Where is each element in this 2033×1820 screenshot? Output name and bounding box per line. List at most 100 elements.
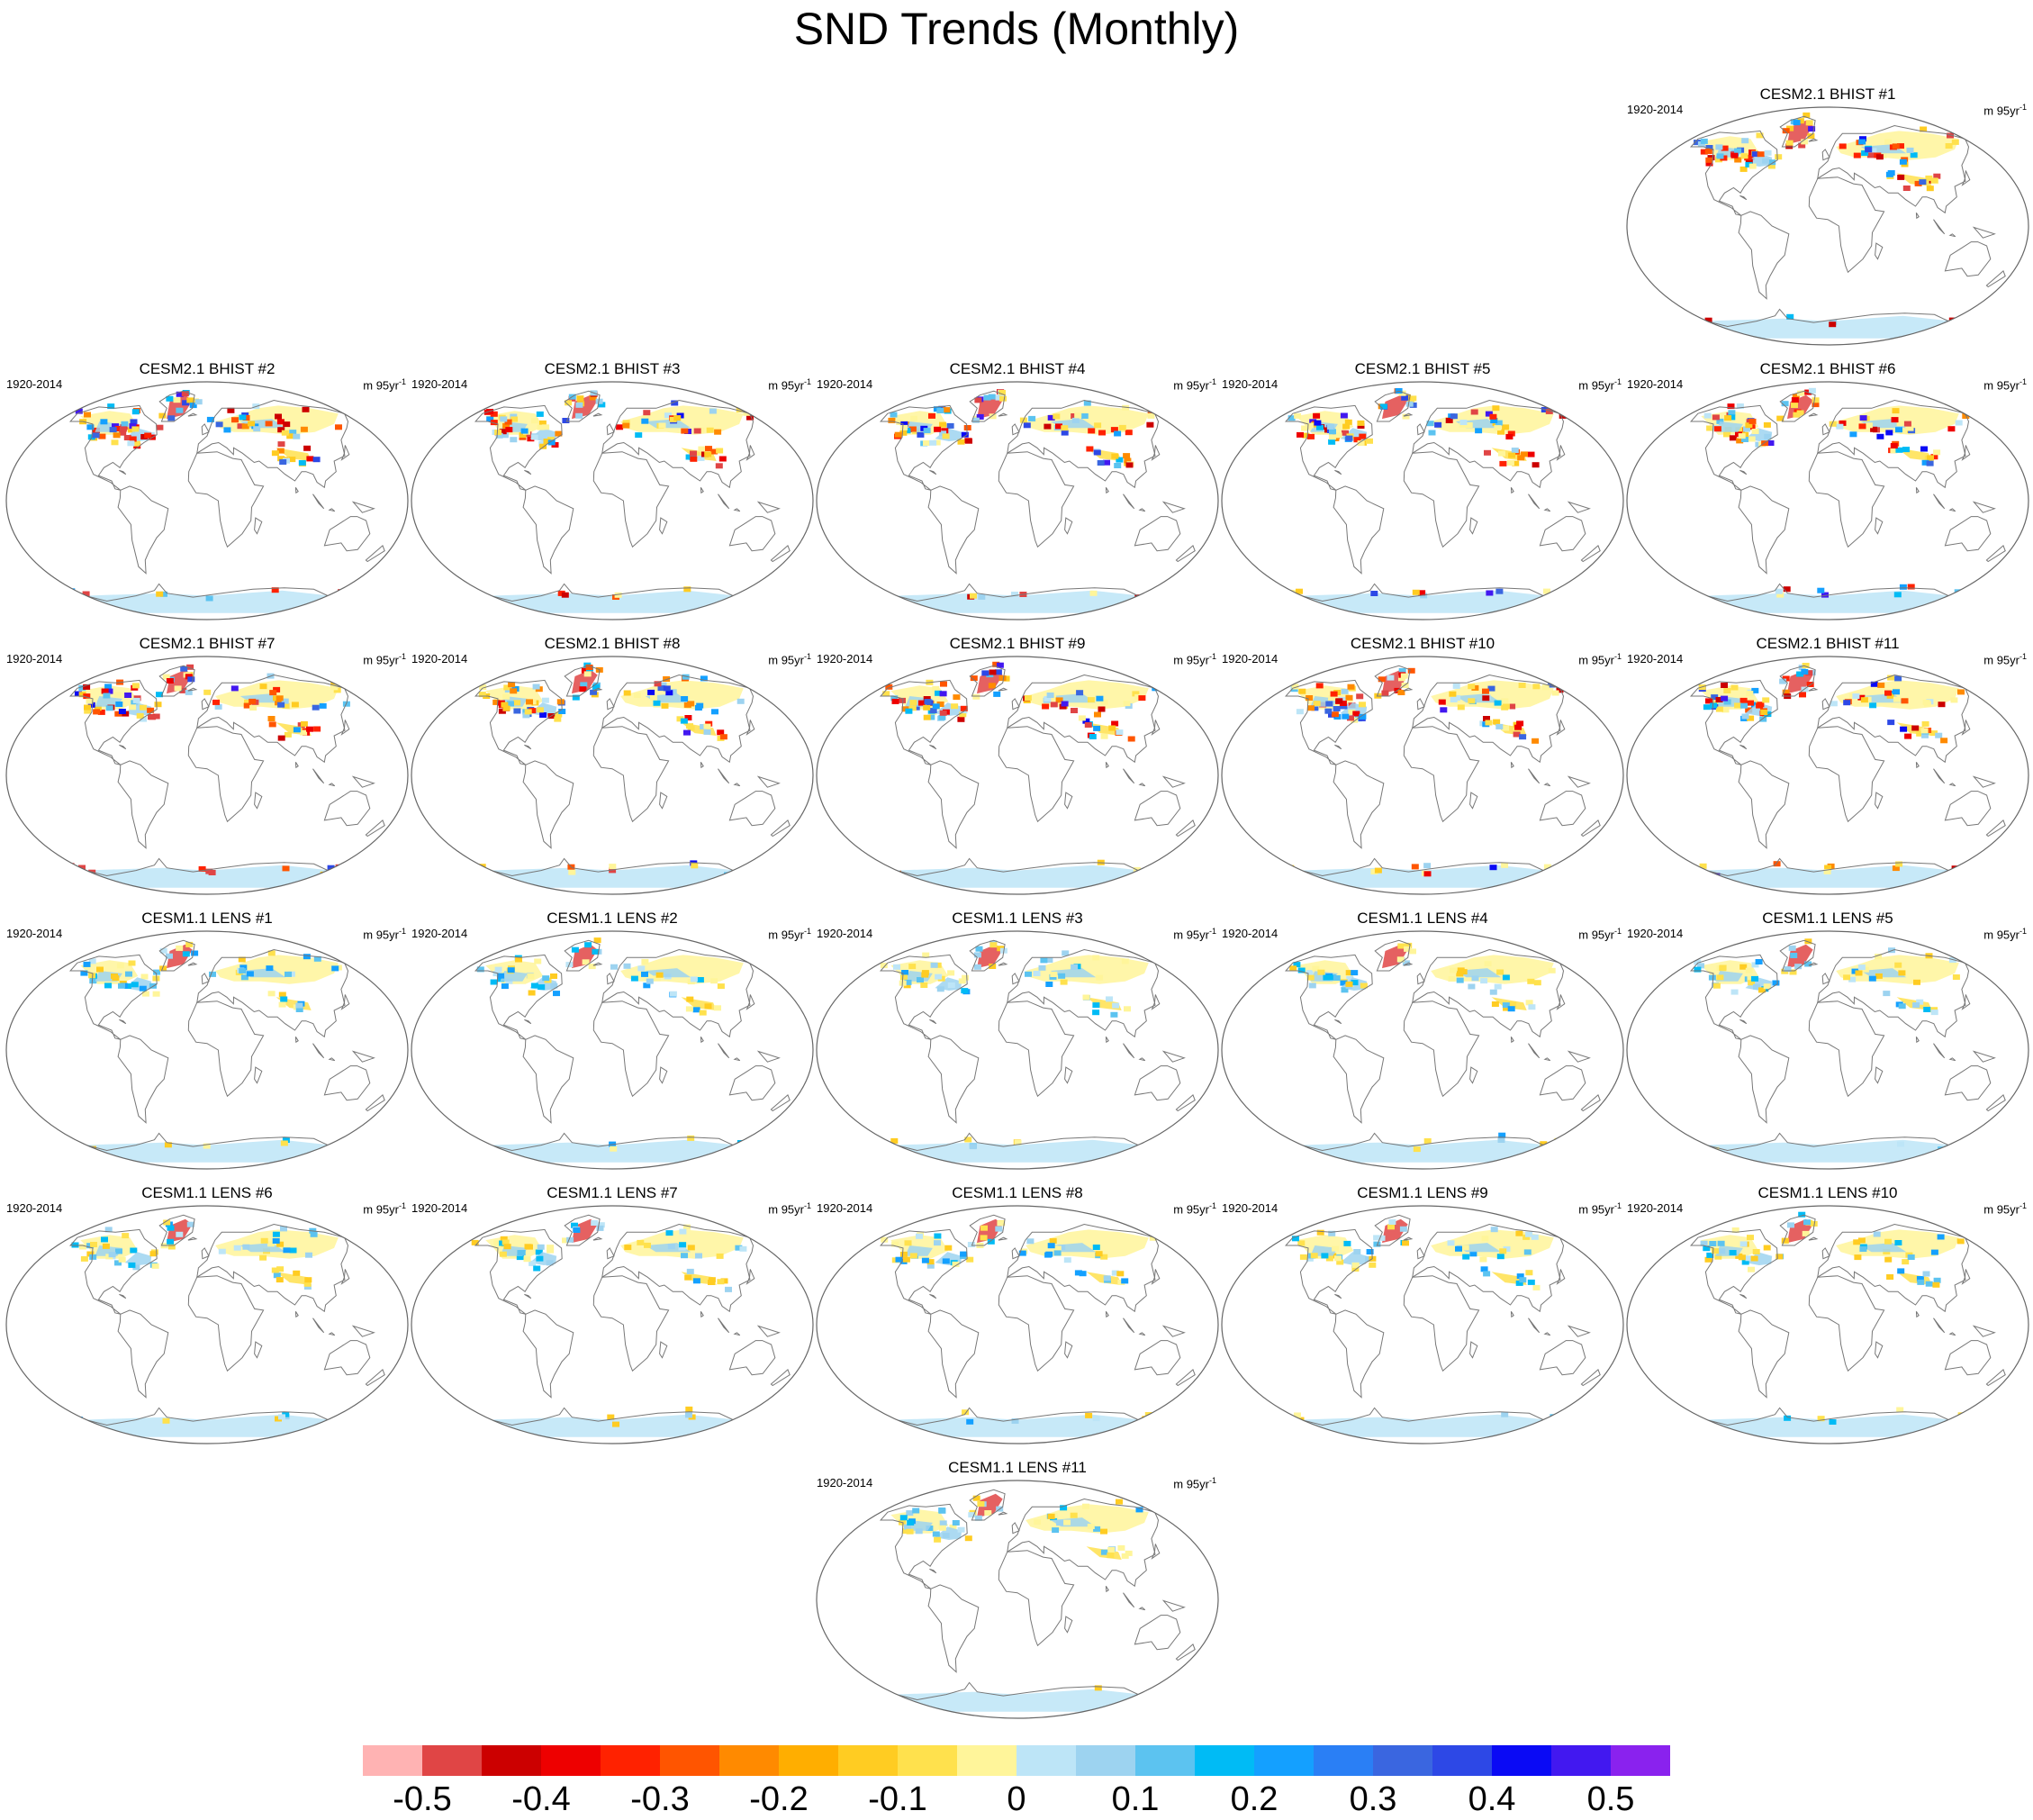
snow-trend-cell [273, 1272, 281, 1279]
map-background [817, 382, 1218, 620]
snow-trend-cell [1782, 689, 1790, 695]
snow-trend-cell [1117, 1544, 1125, 1551]
snow-trend-cell [1694, 140, 1701, 146]
snow-trend-cell [1764, 711, 1772, 718]
snow-trend-region [95, 696, 122, 707]
island-coastline [592, 1236, 603, 1241]
panel-units: m 95yr-1 [1173, 1473, 1216, 1491]
snow-trend-cell [1857, 964, 1866, 971]
map-panel: CESM2.1 BHIST #9 1920-2014 m 95yr-1 [815, 635, 1220, 896]
snow-trend-cell [1875, 154, 1884, 160]
coastline [998, 1275, 1075, 1372]
panel-period: 1920-2014 [6, 652, 63, 666]
snow-trend-cell [1089, 590, 1098, 596]
snow-trend-cell [1495, 723, 1504, 729]
coastline [879, 1503, 968, 1589]
map-background [1222, 382, 1623, 620]
snow-trend-cell [1511, 448, 1519, 453]
snow-trend-cell [1767, 163, 1775, 169]
colorbar-swatch [1254, 1745, 1315, 1776]
snow-trend-cell [1060, 1505, 1068, 1511]
snow-trend-cell [1100, 699, 1108, 705]
snow-trend-cell [1921, 720, 1929, 727]
snow-trend-cell [279, 459, 287, 465]
panel-units-exponent: -1 [2019, 927, 2027, 936]
snow-trend-cell [304, 1277, 312, 1283]
snow-trend-cell [1745, 158, 1753, 165]
snow-trend-cell [490, 420, 498, 426]
snow-trend-cell [1792, 394, 1800, 400]
snow-trend-cell [1058, 1245, 1066, 1251]
snow-trend-cell [1708, 974, 1716, 981]
island-coastline [1151, 994, 1161, 1010]
snow-trend-cell [83, 961, 91, 967]
snow-trend-cell [1699, 863, 1707, 869]
snow-trend-cell [253, 426, 261, 432]
snow-trend-cell [646, 978, 654, 984]
snow-trend-cell [319, 702, 327, 709]
snow-trend-cell [1886, 1274, 1894, 1280]
snow-trend-cell [206, 416, 214, 422]
panel-units-text: m 95yr [1578, 928, 1614, 942]
island-coastline [254, 1066, 263, 1084]
snow-trend-region [276, 1272, 312, 1285]
snow-trend-cell [1115, 607, 1122, 613]
panel-units-text: m 95yr [1578, 378, 1614, 393]
snow-trend-cell [1124, 457, 1132, 464]
snow-trend-cell [992, 661, 1000, 667]
snow-trend-cell [637, 1239, 645, 1245]
snow-trend-cell [917, 431, 925, 438]
map-background [6, 1206, 408, 1444]
island-coastline [1011, 698, 1020, 711]
snow-trend-cell [1956, 1238, 1965, 1245]
snow-trend-cell [725, 1286, 732, 1292]
snow-trend-cell [1314, 420, 1322, 426]
snow-trend-cell [547, 437, 555, 442]
snow-trend-cell [1757, 151, 1765, 158]
panel-units-text: m 95yr [1983, 1202, 2019, 1217]
panel-period: 1920-2014 [6, 927, 63, 940]
snow-trend-cell [1121, 958, 1129, 964]
snow-trend-cell [1294, 412, 1302, 419]
snow-trend-cell [1047, 1243, 1055, 1249]
snow-trend-cell [1922, 1271, 1930, 1277]
island-coastline [1985, 819, 2006, 838]
snow-trend-cell [504, 610, 512, 616]
snow-trend-cell [924, 1164, 932, 1169]
snow-trend-cell [1704, 317, 1712, 323]
snow-trend-cell [227, 407, 235, 413]
snow-trend-cell [291, 702, 299, 708]
snow-trend-cell [1356, 693, 1364, 700]
snow-trend-cell [1445, 417, 1453, 423]
snow-trend-cell [933, 439, 941, 446]
snow-trend-cell [153, 969, 161, 975]
snow-trend-cell [156, 692, 163, 698]
snow-trend-cell [1930, 1010, 1938, 1016]
snow-trend-cell [333, 687, 341, 693]
map-svg [411, 1205, 814, 1444]
island-coastline [351, 775, 375, 788]
snow-trend-cell [280, 1226, 287, 1232]
coastline [1412, 674, 1565, 764]
island-coastline [1933, 768, 1946, 784]
snow-trend-cell [215, 421, 223, 428]
snow-trend-cell [1346, 975, 1354, 982]
snow-trend-cell [1297, 967, 1306, 973]
snow-trend-cell [1920, 338, 1929, 344]
panel-units: m 95yr-1 [1983, 649, 2027, 667]
island-coastline [1543, 783, 1551, 787]
map-svg [816, 381, 1219, 620]
snow-trend-cell [658, 422, 666, 429]
snow-trend-cell [960, 705, 968, 711]
island-coastline [1064, 517, 1073, 535]
snow-trend-cell [686, 996, 694, 1002]
snow-trend-cell [1094, 1685, 1102, 1691]
snow-trend-cell [1047, 1513, 1055, 1519]
snow-trend-cell [277, 441, 285, 448]
snow-trend-cell [912, 1508, 920, 1514]
snow-trend-cell [1929, 605, 1938, 611]
map-border [1221, 656, 1624, 895]
snow-trend-cell [581, 667, 589, 674]
island-coastline [770, 819, 791, 838]
snow-trend-cell [1512, 460, 1520, 466]
